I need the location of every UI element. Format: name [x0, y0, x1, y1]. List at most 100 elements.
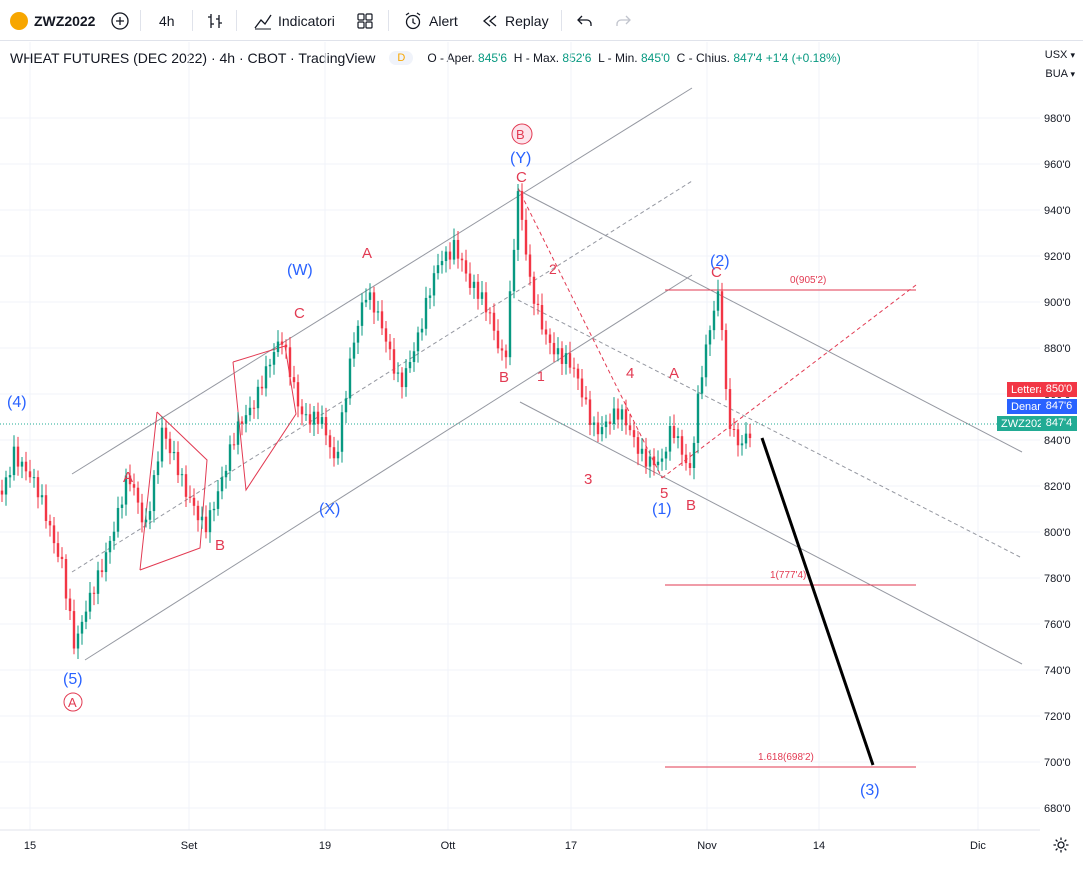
- candle-body: [184, 474, 188, 497]
- candle-body: [276, 341, 280, 353]
- wave-label-b1[interactable]: B: [215, 537, 225, 554]
- candle-body: [644, 448, 648, 467]
- down-channel-mid-line[interactable]: [517, 299, 1023, 559]
- chart-settings-button[interactable]: [1052, 836, 1070, 859]
- wave-label-4-small[interactable]: 4: [626, 365, 634, 382]
- candles-series[interactable]: [0, 183, 752, 660]
- delayed-data-badge[interactable]: D: [389, 51, 414, 65]
- undo-icon: [577, 15, 592, 26]
- candle-body: [648, 456, 652, 467]
- candle-body: [284, 344, 288, 348]
- candle-body: [100, 570, 104, 573]
- wave-label-5[interactable]: (5): [63, 671, 83, 688]
- wave-label-b3[interactable]: B: [686, 497, 696, 514]
- high-label: H - Max.: [513, 51, 560, 65]
- channel-mid-line[interactable]: [71, 180, 693, 573]
- price-tick-label: 800'0: [1044, 527, 1071, 539]
- chart-type-button[interactable]: [206, 0, 224, 41]
- candle-body: [40, 495, 44, 498]
- wave-label-a1[interactable]: A: [123, 469, 133, 486]
- candle-body: [488, 312, 492, 314]
- wave-label-5-small[interactable]: 5: [660, 485, 668, 502]
- triangle-pattern[interactable]: [139, 411, 208, 571]
- wave-label-c1[interactable]: C: [294, 305, 305, 322]
- down-channel-upper-line[interactable]: [517, 189, 1023, 453]
- candle-body: [692, 442, 696, 469]
- symbol-search[interactable]: ZWZ2022: [10, 0, 95, 41]
- wave-1-trend-line[interactable]: [517, 187, 663, 479]
- price-tick-label: 940'0: [1044, 205, 1071, 217]
- time-tick-label: 19: [319, 840, 331, 852]
- gear-icon: [1053, 837, 1069, 853]
- candle-body: [732, 429, 736, 431]
- replay-button[interactable]: Replay: [481, 0, 549, 41]
- toolbar-divider: [192, 10, 193, 31]
- wave-label-w[interactable]: (W): [287, 262, 313, 279]
- wave-label-2[interactable]: 2: [549, 261, 557, 277]
- channel-upper-line[interactable]: [71, 87, 693, 475]
- candle-body: [56, 543, 60, 557]
- wave-label-c3[interactable]: C: [711, 264, 722, 281]
- interval-button[interactable]: 4h: [159, 0, 175, 41]
- unit-selector[interactable]: BUA ▾: [1045, 68, 1075, 80]
- candle-body: [448, 251, 452, 260]
- candle-body: [12, 446, 16, 476]
- candle-body: [164, 427, 168, 439]
- candle-body: [400, 372, 404, 388]
- alert-button[interactable]: Alert: [403, 0, 458, 41]
- candle-body: [508, 291, 512, 358]
- wave-label-b2[interactable]: B: [499, 369, 509, 386]
- close-label: C - Chius.: [676, 51, 730, 65]
- candle-body: [664, 451, 668, 459]
- wedge-pattern[interactable]: [232, 345, 297, 492]
- wave-label-c2[interactable]: C: [516, 169, 527, 186]
- redo-icon: [616, 15, 631, 26]
- wave-2-trend-line[interactable]: [661, 284, 917, 479]
- chart-grid: [0, 42, 1040, 830]
- price-axis[interactable]: 980'0960'0940'0920'0900'0880'0860'0840'0…: [1044, 113, 1071, 815]
- chart-drawings: [0, 87, 1040, 768]
- candle-body: [84, 611, 88, 622]
- fib-level-0-label: 0(905'2): [790, 275, 826, 286]
- projection-arrow[interactable]: [760, 437, 875, 766]
- wave-label-circle-a[interactable]: A: [68, 695, 77, 710]
- channel-lower-line[interactable]: [84, 274, 693, 661]
- candle-body: [0, 490, 4, 495]
- undo-button[interactable]: [576, 0, 594, 41]
- candle-body: [564, 353, 568, 364]
- templates-button[interactable]: [356, 0, 374, 41]
- candle-body: [636, 437, 640, 454]
- redo-button[interactable]: [614, 0, 632, 41]
- wave-label-2-paren[interactable]: (2): [710, 253, 730, 270]
- wave-label-x[interactable]: (X): [319, 501, 340, 518]
- currency-selector[interactable]: USX ▾: [1045, 49, 1075, 61]
- wave-label-1-paren[interactable]: (1): [652, 501, 672, 518]
- wave-label-1[interactable]: 1: [537, 368, 545, 384]
- wave-label-3-paren[interactable]: (3): [860, 782, 880, 799]
- candle-body: [200, 516, 204, 521]
- triangle-edge[interactable]: [139, 411, 158, 571]
- candle-body: [608, 421, 612, 425]
- down-channel-lower-line[interactable]: [519, 401, 1023, 665]
- candle-body: [156, 461, 160, 476]
- candle-body: [240, 421, 244, 424]
- candle-body: [292, 377, 296, 383]
- compare-symbol-button[interactable]: [110, 0, 130, 41]
- wave-label-4[interactable]: (4): [7, 394, 27, 411]
- wave-label-a2[interactable]: A: [362, 245, 372, 262]
- wave-label-circle-b[interactable]: B: [516, 127, 525, 142]
- candle-body: [324, 417, 328, 436]
- candle-body: [452, 239, 456, 260]
- wave-label-y[interactable]: (Y): [510, 150, 531, 167]
- candle-body: [504, 350, 508, 358]
- candle-body: [660, 458, 664, 462]
- candle-body: [388, 341, 392, 350]
- candle-body: [484, 292, 488, 313]
- wave-label-3[interactable]: 3: [584, 471, 592, 488]
- time-axis[interactable]: 15 Set 19 Ott 17 Nov 14 Dic: [0, 829, 1040, 852]
- wave-label-a3[interactable]: A: [669, 365, 679, 382]
- candle-body: [32, 477, 36, 479]
- indicators-button[interactable]: Indicatori: [253, 0, 335, 41]
- candle-body: [740, 443, 744, 446]
